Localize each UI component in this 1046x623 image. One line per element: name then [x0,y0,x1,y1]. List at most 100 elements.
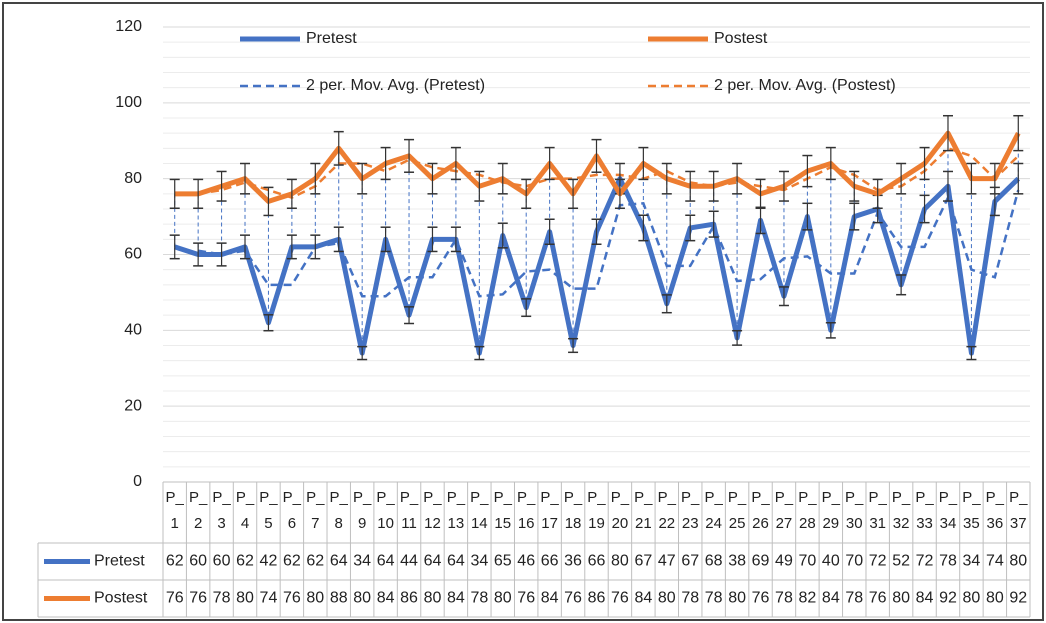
x-tick-label-box: P_33 [915,489,934,532]
x-tick-label: P_26 [751,489,770,532]
x-tick-label: P_4 [235,489,255,532]
error-bar [427,226,438,253]
table-value: 76 [166,590,184,607]
x-tick-label-box: P_27 [775,489,793,532]
legend-label: 2 per. Mov. Avg. (Pretest) [306,77,485,94]
error-bar [1013,114,1024,152]
error-bar [568,337,579,354]
table-value: 78 [213,590,231,607]
table-value: 80 [963,590,981,607]
table-row-label: Postest [94,590,148,607]
x-tick-label: P_18 [563,489,583,532]
table-value: 36 [564,553,582,570]
error-bar [544,146,555,181]
table-value: 88 [330,590,348,607]
table-value: 92 [939,590,957,607]
table-row-label: Pretest [94,553,145,570]
error-bar [450,226,461,253]
error-bar [310,234,321,260]
table-value: 34 [353,553,371,570]
table-value: 80 [1009,553,1027,570]
error-bar [544,218,555,246]
x-tick-label-box: P_32 [892,489,910,532]
x-tick-label: P_7 [306,489,325,532]
error-bar [942,114,953,152]
x-tick-label-box: P_19 [587,489,605,532]
error-bar [778,170,789,202]
table-value: 78 [775,590,793,607]
error-bar [521,298,532,318]
y-tick-label: 20 [124,397,142,414]
x-tick-label-box: P_20 [611,489,629,532]
table-value: 60 [213,553,231,570]
error-bar [919,146,930,181]
error-bar [614,178,625,209]
x-tick-label: P_6 [282,489,302,532]
x-tick-label: P_29 [821,489,840,532]
x-tick-label: P_23 [681,489,700,532]
x-tick-label: P_21 [634,489,653,532]
table-value: 84 [916,590,934,607]
error-bar [825,322,836,339]
x-tick-label: P_5 [259,489,278,532]
x-tick-label-box: P_8 [330,489,348,532]
x-tick-label-box: P_14 [470,489,488,532]
error-bar [825,146,836,181]
x-tick-label: P_31 [868,489,887,532]
table-value: 78 [681,590,699,607]
error-bar [521,178,532,209]
x-tick-label-box: P_7 [306,489,325,532]
x-tick-label-box: P_18 [563,489,583,532]
error-bar [732,162,743,195]
table-value: 92 [1009,590,1027,607]
error-bar [966,162,977,195]
table-value: 64 [377,553,395,570]
error-bar [1013,162,1024,195]
error-bar [193,242,204,267]
error-bar [263,186,274,217]
x-tick-label-box: P_21 [634,489,653,532]
error-bar [755,178,766,209]
error-bar [333,130,344,166]
error-bar [942,170,953,202]
x-tick-label: P_13 [446,489,466,532]
error-bar [802,154,813,188]
x-tick-label: P_34 [938,489,958,532]
table-value: 86 [400,590,418,607]
x-tick-label: P_36 [985,489,1004,532]
table-value: 80 [424,590,442,607]
x-tick-label: P_35 [962,489,981,532]
x-tick-label-box: P_6 [282,489,302,532]
x-tick-label-box: P_26 [751,489,770,532]
table-value: 78 [470,590,488,607]
error-bar [872,178,883,209]
error-bar [849,170,860,202]
error-bar [849,202,860,231]
y-tick-label: 100 [115,94,142,111]
table-value: 66 [588,553,606,570]
table-value: 34 [470,553,488,570]
x-tick-label-box: P_29 [821,489,840,532]
legend-label: Pretest [306,30,357,47]
table-value: 42 [260,553,278,570]
error-bar [450,146,461,181]
error-bar [333,226,344,253]
y-tick-label: 40 [124,322,142,339]
x-tick-label-box: P_30 [845,489,863,532]
error-bar [474,345,485,361]
error-bar [240,162,251,195]
x-tick-label: P_9 [352,489,372,532]
table-value: 80 [611,553,629,570]
x-tick-label-box: P_37 [1009,489,1027,532]
x-tick-label-box: P_22 [658,489,676,532]
error-bar [989,162,1000,195]
error-bar [404,306,415,325]
error-bar [802,202,813,231]
x-tick-label-box: P_5 [259,489,278,532]
x-tick-label: P_33 [915,489,934,532]
x-tick-label-box: P_1 [166,489,184,532]
table-value: 34 [963,553,981,570]
x-tick-label-box: P_3 [212,489,230,532]
